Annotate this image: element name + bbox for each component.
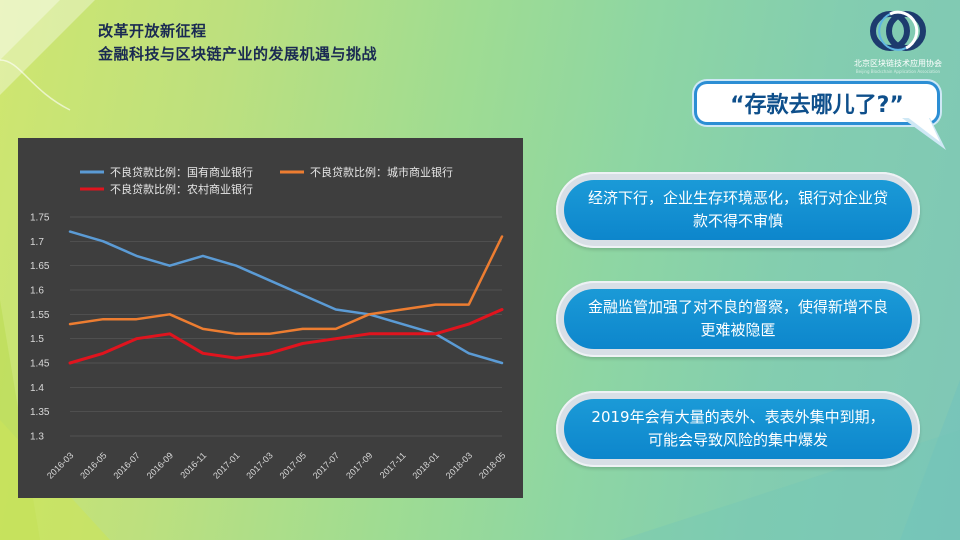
legend-label: 不良贷款比例：农村商业银行	[110, 182, 253, 196]
y-tick-label: 1.3	[30, 432, 44, 443]
speech-bubble: “存款去哪儿了?”	[697, 84, 937, 122]
npl-ratio-chart: 1.75 1.7 1.65 1.6 1.55 1.5 1.45 1.4 1.35 1.3 2016-…	[18, 138, 523, 498]
x-tick-label: 2017-03	[244, 450, 274, 480]
bubble-text: “存款去哪儿了?”	[730, 93, 904, 118]
x-tick-label: 2017-07	[311, 450, 341, 480]
y-tick-label: 1.4	[30, 383, 44, 394]
reason-text-1: 经济下行，企业生存环境恶化，银行对企业贷款不得不审慎	[587, 189, 888, 230]
legend-label: 不良贷款比例：城市商业银行	[310, 165, 453, 179]
page-title: 改革开放新征程	[98, 22, 207, 40]
reason-card-body: 2019年会有大量的表外、表表外集中到期，可能会导致风险的集中爆发	[564, 399, 912, 459]
y-tick-label: 1.6	[30, 286, 44, 297]
interlocked-rings-logo-icon	[850, 8, 946, 58]
series-line	[68, 235, 504, 336]
logo-org-name-en: Beijing Blockchain Application Associati…	[855, 69, 941, 74]
x-tick-label: 2018-01	[411, 450, 441, 480]
x-tick-label: 2016-11	[178, 450, 208, 480]
header: 改革开放新征程 金融科技与区块链产业的发展机遇与挑战	[98, 20, 377, 64]
x-tick-label: 2016-09	[145, 450, 175, 480]
legend-label: 不良贷款比例：国有商业银行	[110, 165, 253, 179]
series-line	[68, 308, 504, 365]
reason-card-1: 经济下行，企业生存环境恶化，银行对企业贷款不得不审慎	[556, 172, 920, 248]
x-tick-label: 2018-05	[477, 450, 507, 480]
y-tick-label: 1.75	[30, 213, 50, 224]
series-line	[68, 230, 504, 365]
y-tick-label: 1.55	[30, 310, 50, 321]
x-tick-label: 2016-05	[78, 450, 108, 480]
y-tick-label: 1.5	[30, 334, 44, 345]
logo-org-name: 北京区块链技术应用协会	[854, 59, 942, 68]
reason-text-2: 金融监管加强了对不良的督察，使得新增不良更难被隐匿	[587, 298, 888, 339]
x-tick-label: 2018-03	[444, 450, 474, 480]
page-subtitle: 金融科技与区块链产业的发展机遇与挑战	[98, 45, 378, 63]
reason-card-body: 经济下行，企业生存环境恶化，银行对企业贷款不得不审慎	[564, 180, 912, 240]
x-tick-label: 2016-07	[111, 450, 141, 480]
x-tick-label: 2017-05	[278, 450, 308, 480]
line-chart: 1.751.71.651.61.551.51.451.41.351.32016-…	[30, 165, 507, 481]
reason-card-3: 2019年会有大量的表外、表表外集中到期，可能会导致风险的集中爆发	[556, 391, 920, 467]
y-tick-label: 1.45	[30, 359, 50, 370]
y-tick-label: 1.35	[30, 407, 50, 418]
x-tick-label: 2017-01	[211, 450, 241, 480]
reason-text-3: 2019年会有大量的表外、表表外集中到期，可能会导致风险的集中爆发	[591, 408, 885, 449]
reason-card-2: 金融监管加强了对不良的督察，使得新增不良更难被隐匿	[556, 281, 920, 357]
speech-bubble-tail	[900, 116, 950, 160]
association-logo: 北京区块链技术应用协会 Beijing Blockchain Applicati…	[850, 8, 946, 74]
y-tick-label: 1.65	[30, 261, 50, 272]
reason-card-body: 金融监管加强了对不良的督察，使得新增不良更难被隐匿	[564, 289, 912, 349]
x-tick-label: 2017-09	[344, 450, 374, 480]
y-tick-label: 1.7	[30, 237, 44, 248]
x-tick-label: 2017-11	[378, 450, 408, 480]
x-tick-label: 2016-03	[45, 450, 75, 480]
